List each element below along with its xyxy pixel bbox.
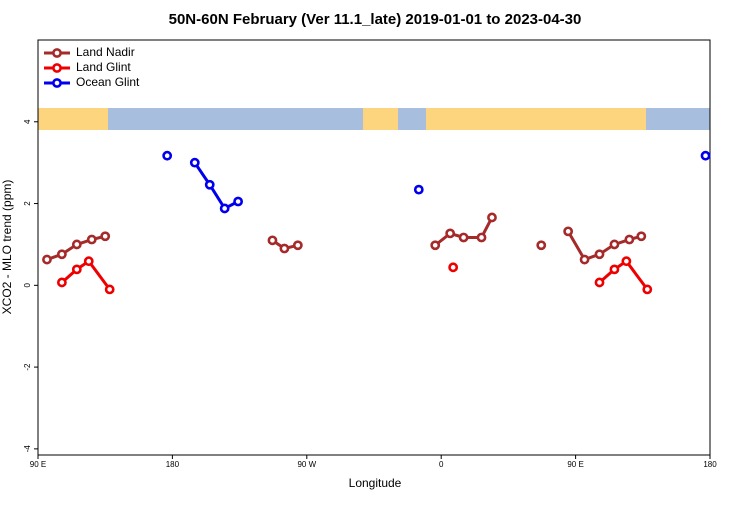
data-point bbox=[86, 234, 97, 245]
plot-frame bbox=[37, 39, 711, 456]
data-point bbox=[413, 184, 424, 195]
data-point bbox=[609, 239, 620, 250]
data-point bbox=[71, 239, 82, 250]
x-tick-label: 180 bbox=[166, 460, 180, 469]
x-axis-label: Longitude bbox=[349, 476, 402, 490]
data-point bbox=[536, 240, 547, 251]
data-point bbox=[636, 231, 647, 242]
legend-marker bbox=[52, 78, 62, 88]
chart-title: 50N-60N February (Ver 11.1_late) 2019-01… bbox=[169, 11, 582, 28]
map-strip bbox=[38, 108, 710, 130]
data-point bbox=[42, 254, 52, 265]
data-point bbox=[487, 212, 497, 223]
data-point bbox=[609, 264, 620, 275]
legend-label: Land Nadir bbox=[76, 45, 135, 59]
legend-label: Ocean Glint bbox=[76, 75, 140, 89]
y-tick-label: -4 bbox=[23, 445, 32, 453]
data-point bbox=[563, 226, 574, 237]
data-point bbox=[56, 249, 67, 260]
legend-marker bbox=[52, 48, 62, 58]
data-point bbox=[204, 179, 215, 190]
data-point bbox=[219, 203, 230, 214]
data-point bbox=[279, 243, 290, 254]
y-tick-label: 4 bbox=[23, 119, 32, 124]
x-tick-label: 180 bbox=[703, 460, 717, 469]
y-tick-label: 2 bbox=[23, 201, 32, 206]
x-tick-label: 90 E bbox=[567, 460, 583, 469]
data-point bbox=[579, 254, 590, 265]
data-point bbox=[476, 232, 487, 243]
x-tick-label: 0 bbox=[439, 460, 444, 469]
y-axis-label: XCO2 - MLO trend (ppm) bbox=[0, 180, 14, 315]
legend-marker bbox=[52, 63, 62, 73]
y-tick-label: -2 bbox=[23, 363, 32, 371]
series-line bbox=[195, 156, 706, 209]
series-line bbox=[60, 259, 649, 291]
data-point bbox=[267, 235, 278, 246]
data-point bbox=[445, 228, 456, 239]
series-line bbox=[46, 216, 642, 262]
data-point bbox=[624, 234, 635, 245]
data-point bbox=[700, 150, 711, 161]
data-point bbox=[458, 232, 469, 243]
data-point bbox=[162, 150, 173, 161]
y-tick-label: 0 bbox=[23, 283, 32, 288]
data-point bbox=[71, 264, 82, 275]
data-point bbox=[83, 256, 94, 267]
x-tick-label: 90 W bbox=[297, 460, 316, 469]
data-point bbox=[430, 240, 441, 251]
data-point bbox=[642, 284, 653, 295]
legend-label: Land Glint bbox=[76, 60, 131, 74]
data-point bbox=[292, 240, 303, 251]
x-tick-label: 90 E bbox=[30, 460, 46, 469]
data-point bbox=[56, 277, 67, 288]
data-point bbox=[100, 231, 111, 242]
data-point bbox=[104, 284, 115, 295]
data-point bbox=[594, 277, 605, 288]
data-point bbox=[594, 249, 605, 260]
data-point bbox=[621, 256, 632, 267]
data-point bbox=[448, 262, 459, 273]
data-point bbox=[233, 196, 244, 207]
data-point bbox=[189, 157, 200, 168]
